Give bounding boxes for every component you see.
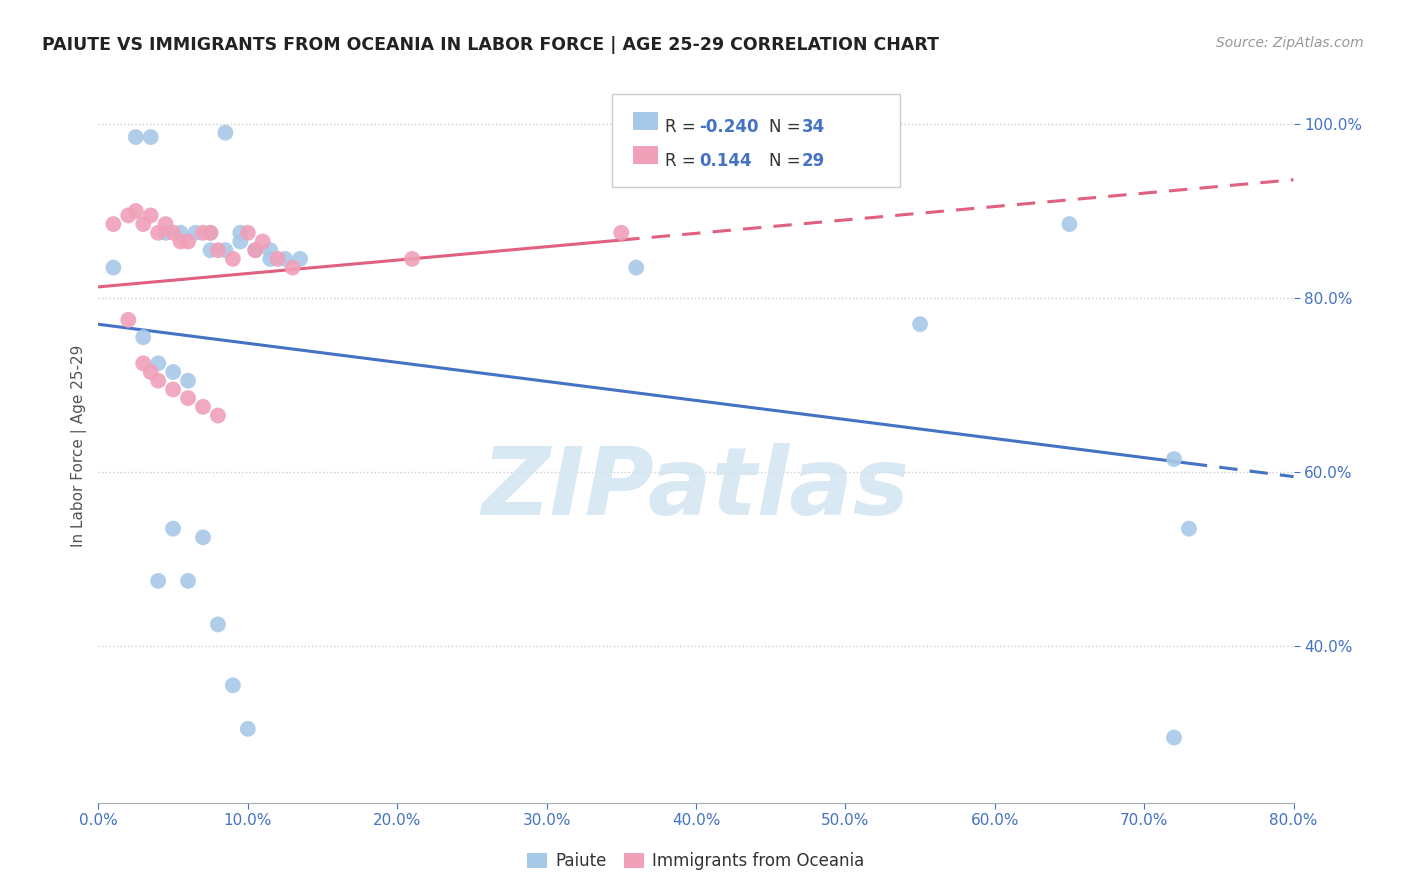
Point	[177, 574, 200, 588]
Point	[169, 235, 191, 249]
Point	[200, 226, 222, 240]
Point	[236, 226, 259, 240]
Point	[222, 252, 245, 266]
Point	[207, 409, 229, 423]
Point	[162, 522, 184, 536]
Point	[169, 226, 191, 240]
Point	[222, 678, 245, 692]
Point	[125, 204, 148, 219]
Point	[245, 243, 267, 257]
Point	[229, 226, 252, 240]
Point	[177, 391, 200, 405]
Text: -0.240: -0.240	[699, 118, 758, 136]
Point	[236, 722, 259, 736]
Point	[288, 252, 311, 266]
Y-axis label: In Labor Force | Age 25-29: In Labor Force | Age 25-29	[72, 345, 87, 547]
Point	[191, 530, 214, 544]
Point	[229, 235, 252, 249]
Point	[139, 365, 162, 379]
Point	[155, 217, 177, 231]
Point	[117, 208, 139, 222]
Point	[610, 226, 633, 240]
Point	[191, 226, 214, 240]
Text: PAIUTE VS IMMIGRANTS FROM OCEANIA IN LABOR FORCE | AGE 25-29 CORRELATION CHART: PAIUTE VS IMMIGRANTS FROM OCEANIA IN LAB…	[42, 36, 939, 54]
Text: 29: 29	[801, 152, 825, 169]
Point	[200, 226, 222, 240]
Point	[207, 243, 229, 257]
Text: 0.144: 0.144	[699, 152, 751, 169]
Point	[162, 383, 184, 397]
Point	[1163, 731, 1185, 745]
Legend: Paiute, Immigrants from Oceania: Paiute, Immigrants from Oceania	[520, 846, 872, 877]
Point	[103, 260, 125, 275]
Text: Source: ZipAtlas.com: Source: ZipAtlas.com	[1216, 36, 1364, 50]
Point	[162, 365, 184, 379]
Point	[125, 130, 148, 145]
Point	[1178, 522, 1201, 536]
Point	[132, 217, 155, 231]
Point	[207, 617, 229, 632]
Point	[214, 243, 236, 257]
Text: N =: N =	[769, 152, 806, 169]
Point	[274, 252, 297, 266]
Point	[908, 317, 931, 331]
Point	[148, 356, 170, 370]
Point	[184, 226, 207, 240]
Point	[281, 260, 304, 275]
Text: ZIPatlas: ZIPatlas	[482, 442, 910, 535]
Point	[155, 226, 177, 240]
Point	[132, 330, 155, 344]
Point	[214, 126, 236, 140]
Point	[401, 252, 423, 266]
Text: R =: R =	[665, 152, 702, 169]
Point	[259, 243, 281, 257]
Point	[148, 574, 170, 588]
Point	[259, 252, 281, 266]
Point	[177, 235, 200, 249]
Point	[1059, 217, 1081, 231]
Point	[117, 313, 139, 327]
Point	[200, 243, 222, 257]
Point	[103, 217, 125, 231]
Point	[252, 235, 274, 249]
Text: 34: 34	[801, 118, 825, 136]
Point	[245, 243, 267, 257]
Point	[191, 400, 214, 414]
Point	[162, 226, 184, 240]
Point	[1163, 452, 1185, 467]
Text: N =: N =	[769, 118, 806, 136]
Point	[148, 374, 170, 388]
Point	[626, 260, 648, 275]
Text: R =: R =	[665, 118, 702, 136]
Point	[148, 226, 170, 240]
Point	[132, 356, 155, 370]
Point	[139, 130, 162, 145]
Point	[267, 252, 290, 266]
Point	[139, 208, 162, 222]
Point	[177, 374, 200, 388]
